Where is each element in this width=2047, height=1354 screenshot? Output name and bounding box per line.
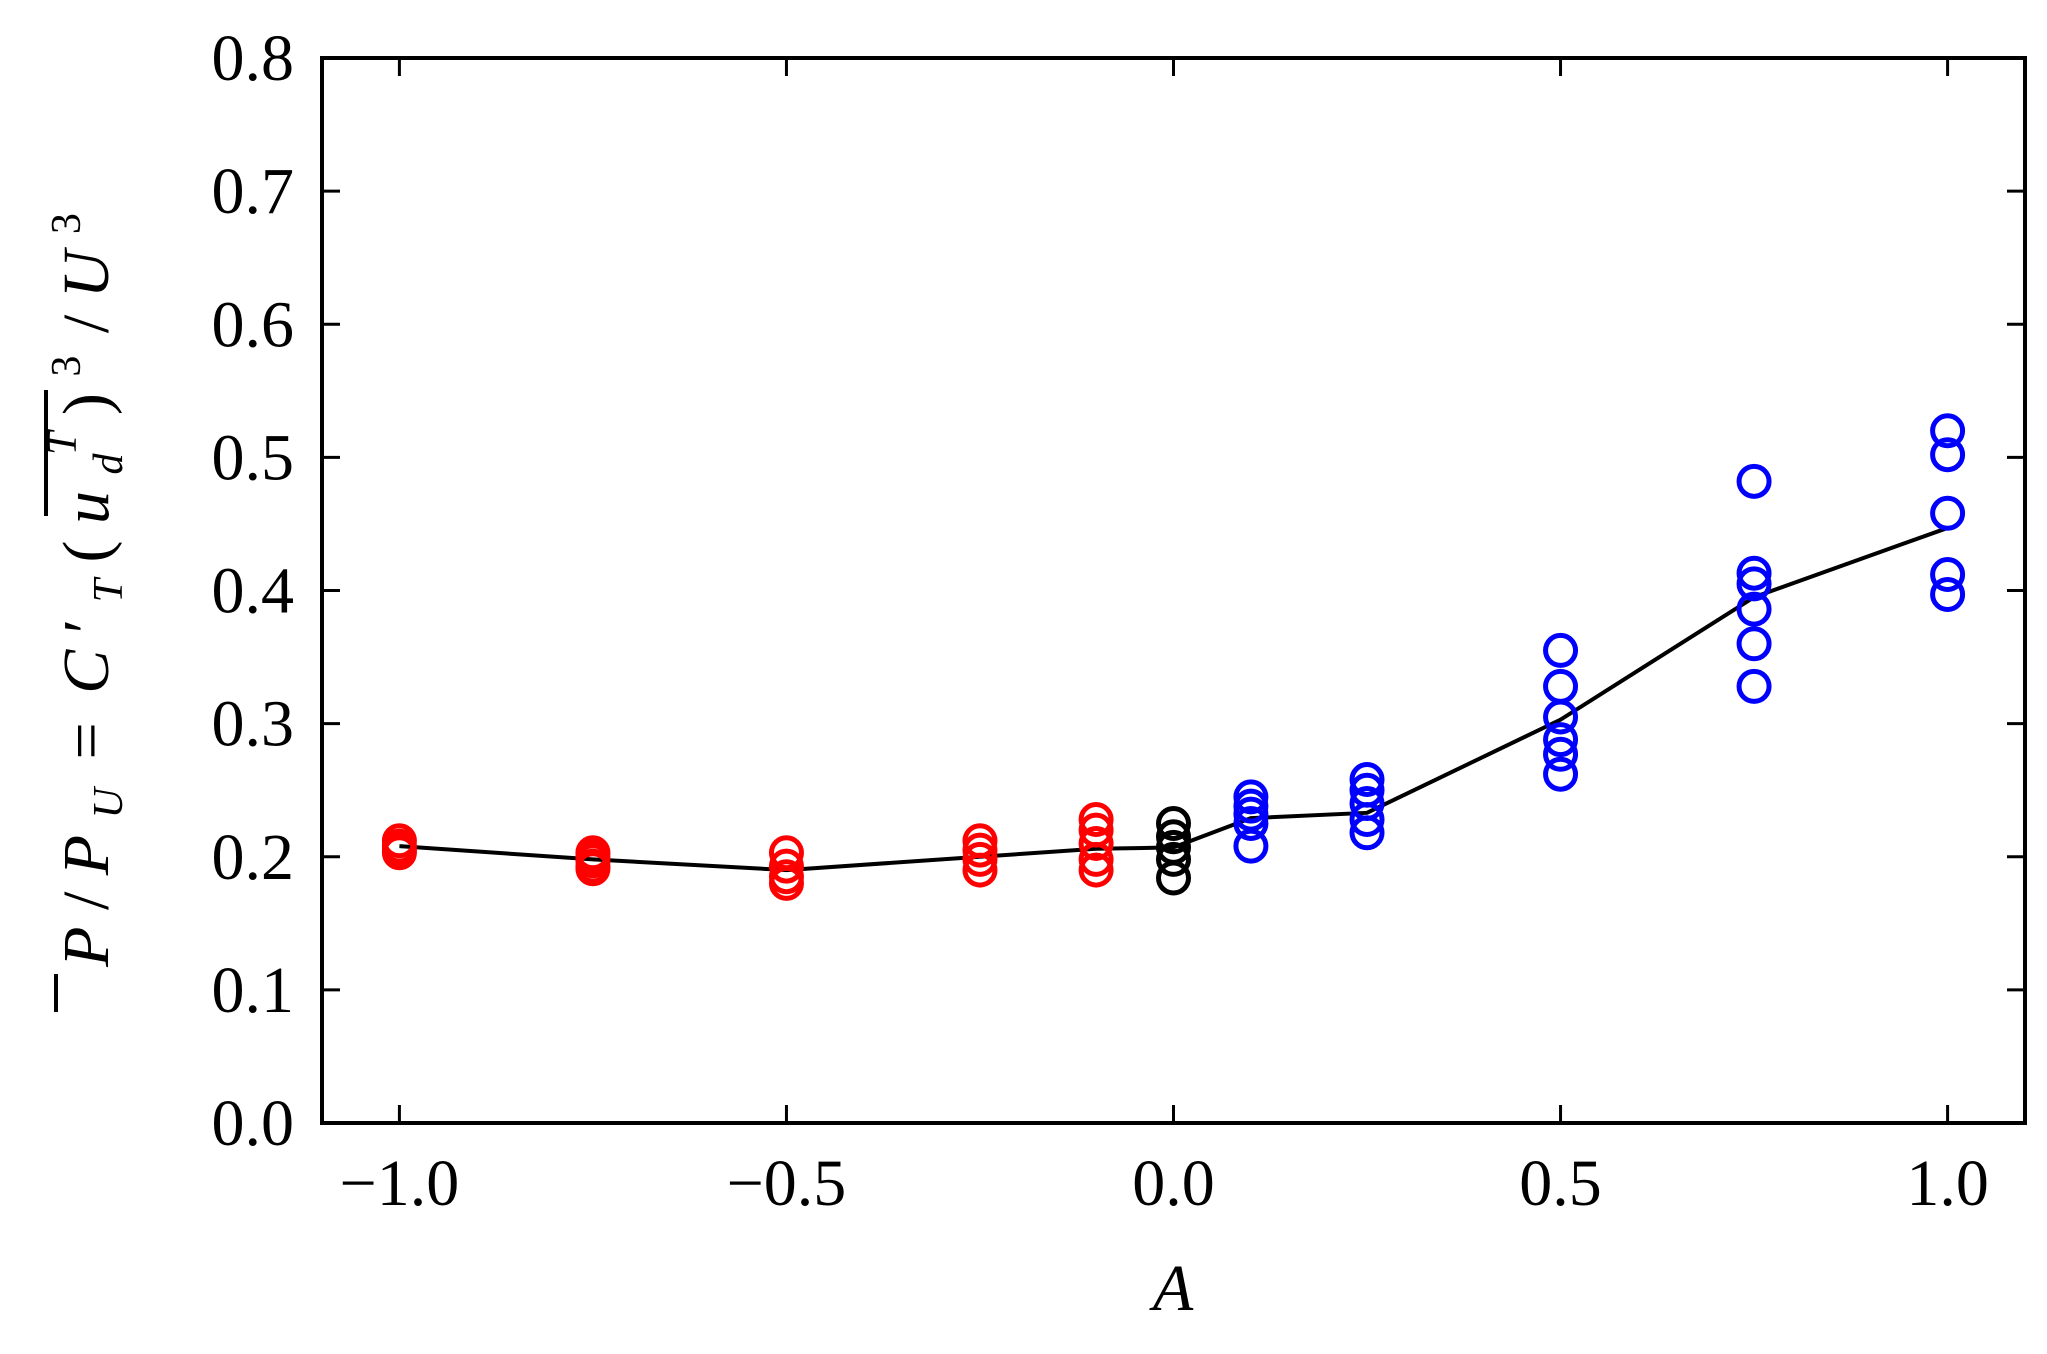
data-point: [1156, 805, 1191, 841]
data-point: [1736, 626, 1772, 662]
data-point: [1930, 413, 1966, 449]
svg-text:P / P U: P / P U = C ′ T ( u d T ) 3 / U 3: [18, 213, 137, 968]
data-point: [1156, 819, 1191, 855]
data-point: [962, 852, 998, 888]
x-tick-label: −0.5: [727, 1147, 847, 1220]
data-point: [1543, 632, 1579, 668]
data-point: [1736, 566, 1772, 602]
data-point: [1736, 668, 1772, 704]
y-label-cube-2: 3: [44, 213, 90, 234]
y-label-ct: C: [50, 649, 123, 694]
y-label-ct-sub: T: [86, 576, 132, 602]
y-label-slash-2: /: [50, 314, 123, 333]
y-tick-label: 0.1: [212, 954, 295, 1027]
data-point: [1078, 801, 1114, 837]
x-axis-label: A: [1149, 1252, 1194, 1325]
data-point: [1736, 555, 1772, 591]
data-point: [1930, 437, 1966, 473]
x-tick-label: 0.0: [1132, 1147, 1215, 1220]
data-point: [1233, 779, 1269, 815]
y-axis-label: P / P U = C ′ T ( u d T ) 3 / U 3: [18, 213, 137, 1012]
data-point: [1543, 668, 1579, 704]
data-point: [1156, 841, 1191, 877]
y-tick-label: 0.3: [212, 688, 295, 761]
data-point: [1156, 860, 1191, 896]
data-point: [768, 865, 804, 901]
data-point: [1078, 852, 1114, 888]
y-label-equals: =: [50, 722, 123, 759]
y-tick-label: 0.0: [212, 1087, 295, 1160]
trend-line: [399, 526, 1949, 873]
data-point: [1349, 762, 1385, 798]
data-point: [1543, 756, 1579, 792]
data-point: [1930, 576, 1966, 612]
axis-ticks: −1.0 −0.5 0.0 0.5 1.0 0.0 0.1 0.2 0.3 0.4 0.5 0.6 0.…: [212, 22, 2025, 1220]
data-point: [1233, 805, 1269, 841]
data-point: [1543, 699, 1579, 735]
y-label-p: P: [50, 927, 123, 968]
data-point: [962, 841, 998, 877]
y-label-cube-1: 3: [44, 356, 90, 377]
data-point: [575, 851, 611, 887]
data-point: [1736, 463, 1772, 499]
y-label-paren-close: ): [50, 393, 123, 415]
data-point: [1543, 736, 1579, 772]
y-label-pu: P: [50, 835, 123, 876]
markers-layer: [381, 413, 1966, 901]
data-point: [1233, 828, 1269, 864]
data-point: [1078, 825, 1114, 861]
data-point: [1930, 557, 1966, 593]
trend-line-layer: [399, 526, 1949, 873]
x-tick-label: 0.5: [1519, 1147, 1602, 1220]
y-tick-label: 0.4: [212, 555, 295, 628]
y-tick-label: 0.2: [212, 821, 295, 894]
y-tick-label: 0.6: [212, 288, 295, 361]
x-tick-label: −1.0: [340, 1147, 460, 1220]
y-label-u: u: [50, 491, 123, 524]
data-point: [962, 832, 998, 868]
y-label-u-sub: d: [86, 452, 132, 474]
y-label-paren-open: (: [50, 540, 123, 562]
data-point: [1930, 495, 1966, 531]
y-label-pu-sub: U: [86, 785, 132, 818]
y-tick-label: 0.5: [212, 421, 295, 494]
data-point: [1349, 815, 1385, 851]
y-tick-label: 0.7: [212, 155, 295, 228]
data-point: [1078, 841, 1114, 877]
y-label-slash: /: [50, 891, 123, 910]
data-point: [1349, 801, 1385, 837]
data-point: [768, 848, 804, 884]
data-point: [1543, 722, 1579, 758]
y-label-prime: ′: [50, 619, 123, 633]
data-point: [1736, 591, 1772, 627]
x-tick-label: 1.0: [1906, 1147, 1989, 1220]
y-tick-label: 0.8: [212, 22, 295, 95]
data-point: [381, 835, 417, 871]
y-label-U: U: [50, 246, 123, 298]
